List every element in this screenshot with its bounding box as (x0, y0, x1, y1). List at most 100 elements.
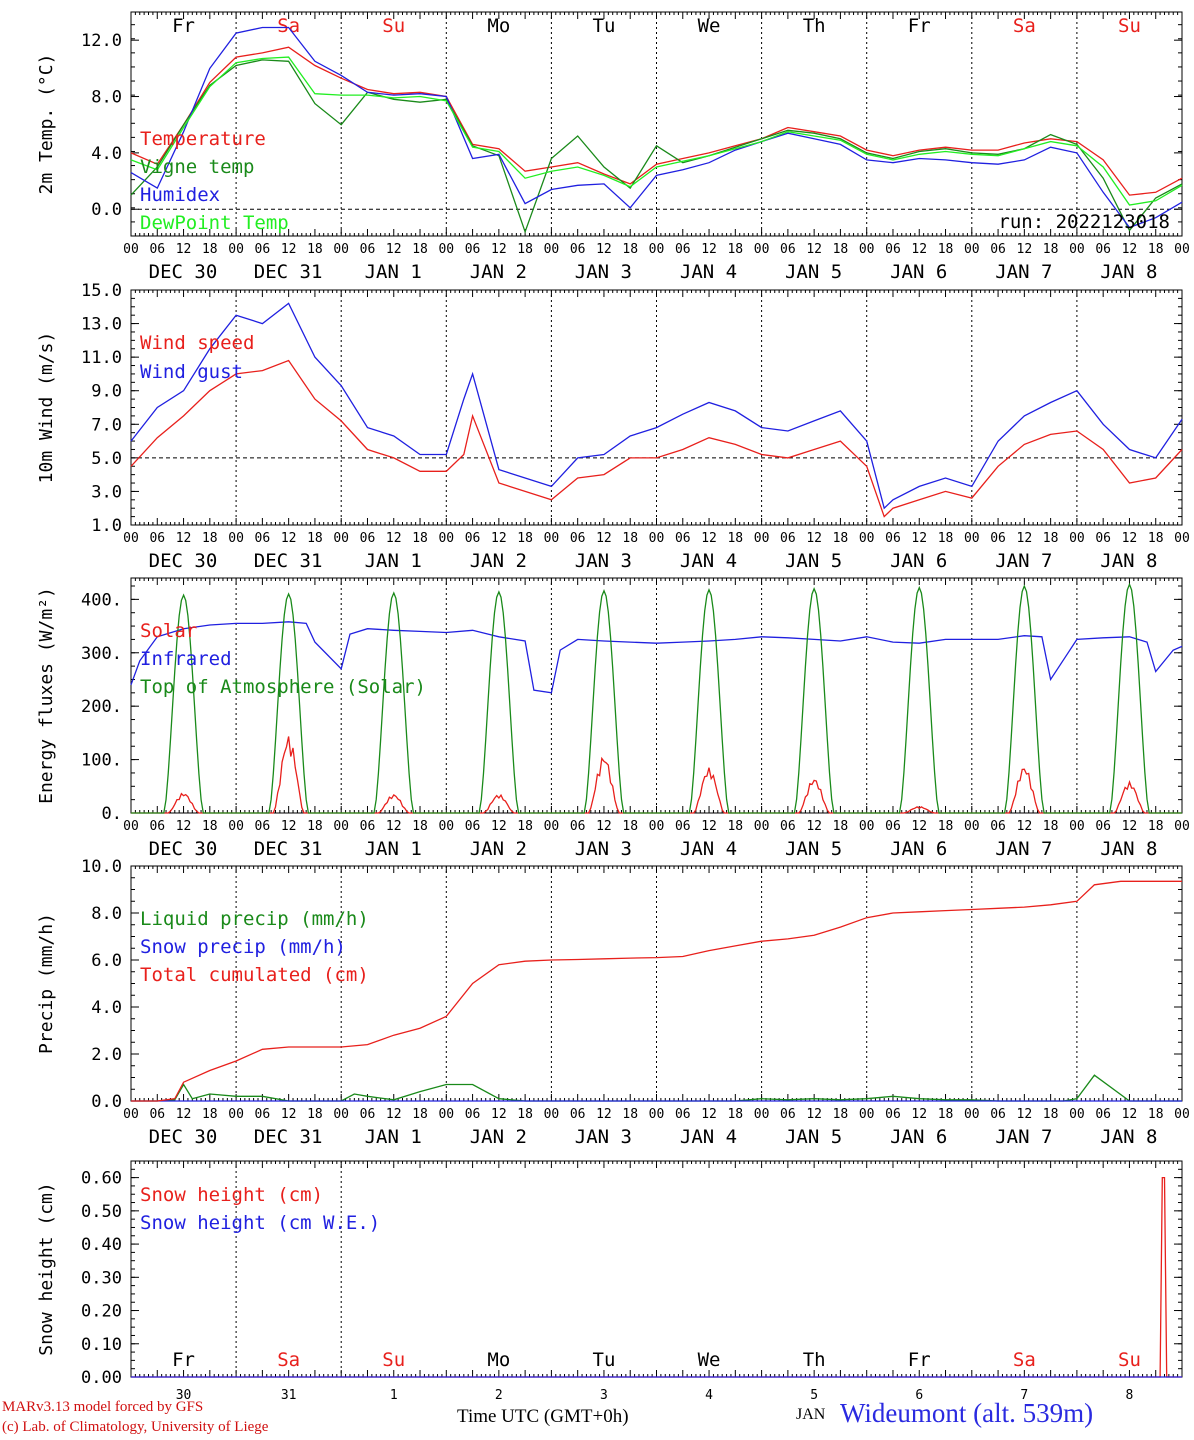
date-label: DEC 31 (254, 550, 323, 572)
hour-label: 00 (1069, 531, 1085, 546)
hour-label: 06 (255, 242, 271, 257)
day-name: Sa (277, 1349, 300, 1371)
hour-label: 12 (281, 1107, 297, 1122)
date-label: JAN 8 (1100, 550, 1157, 572)
legend-entry: Snow height (cm) (140, 1184, 323, 1206)
hour-label: 06 (570, 242, 586, 257)
hour-label: 00 (649, 242, 665, 257)
hour-label: 12 (911, 242, 927, 257)
legend-entry: Temperature (140, 128, 266, 150)
hour-label: 06 (149, 242, 165, 257)
hour-label: 18 (622, 1107, 638, 1122)
hour-label: 00 (228, 531, 244, 546)
hour-label: 18 (1148, 819, 1164, 834)
day-name: Tu (593, 1349, 616, 1371)
hour-label: 06 (255, 1107, 271, 1122)
hour-label: 12 (911, 819, 927, 834)
hour-label: 12 (491, 242, 507, 257)
y-tick-label: 0.30 (81, 1268, 122, 1288)
hour-label: 12 (176, 819, 192, 834)
station-title: Wideumont (alt. 539m) (840, 1398, 1094, 1428)
hour-label: 06 (675, 531, 691, 546)
series-line-wind-speed (130, 359, 1183, 518)
hour-label: 06 (780, 819, 796, 834)
date-label: JAN 2 (470, 838, 527, 860)
y-tick-label: 0.50 (81, 1202, 122, 1222)
y-tick-label: 9.0 (91, 382, 122, 402)
hour-label: 18 (202, 242, 218, 257)
date-label: JAN 8 (1100, 838, 1157, 860)
hour-label: 12 (491, 819, 507, 834)
series-line-top-of-atmosphere-solar (131, 582, 1182, 814)
day-name: Su (382, 15, 405, 37)
day-number: 1 (390, 1388, 398, 1403)
hour-label: 18 (727, 242, 743, 257)
hour-label: 12 (806, 242, 822, 257)
hour-label: 12 (491, 531, 507, 546)
day-name: We (698, 15, 721, 37)
hour-label: 06 (465, 1107, 481, 1122)
y-tick-label: 11.0 (81, 348, 122, 368)
date-label: JAN 4 (680, 1126, 737, 1148)
date-label: DEC 31 (254, 1126, 323, 1148)
hour-label: 12 (596, 242, 612, 257)
hour-label: 00 (964, 819, 980, 834)
day-name: Fr (172, 1349, 195, 1371)
hour-label: 12 (701, 1107, 717, 1122)
series-line-snow-height-cm (131, 1176, 1182, 1378)
y-axis-label: 2m Temp. (°C) (36, 54, 57, 195)
hour-label: 06 (570, 531, 586, 546)
hour-label: 18 (1148, 242, 1164, 257)
hour-label: 06 (1095, 1107, 1111, 1122)
hour-label: 12 (911, 1107, 927, 1122)
hour-label: 18 (1043, 819, 1059, 834)
month-label: JAN (796, 1406, 826, 1423)
hour-label: 00 (649, 819, 665, 834)
y-tick-label: 400. (81, 590, 122, 610)
hour-label: 06 (255, 819, 271, 834)
hour-label: 00 (544, 242, 560, 257)
hour-label: 06 (990, 242, 1006, 257)
series-line-temperature (130, 46, 1183, 196)
date-label: DEC 30 (149, 1126, 218, 1148)
hour-label: 06 (360, 242, 376, 257)
hour-label: 00 (123, 531, 139, 546)
y-tick-label: 8.0 (91, 88, 122, 108)
hour-label: 12 (1017, 242, 1033, 257)
hour-label: 06 (885, 819, 901, 834)
hour-label: 00 (544, 1107, 560, 1122)
y-tick-label: 2.0 (91, 1045, 122, 1065)
hour-label: 06 (675, 242, 691, 257)
y-tick-label: 0.10 (81, 1335, 122, 1355)
hour-label: 00 (964, 531, 980, 546)
hour-label: 18 (727, 819, 743, 834)
hour-label: 18 (938, 1107, 954, 1122)
date-label: JAN 8 (1100, 261, 1157, 283)
hour-label: 18 (1043, 242, 1059, 257)
hour-label: 12 (281, 819, 297, 834)
hour-label: 12 (596, 531, 612, 546)
hour-label: 00 (964, 1107, 980, 1122)
y-tick-label: 10.0 (81, 857, 122, 877)
date-label: JAN 3 (575, 1126, 632, 1148)
hour-label: 06 (780, 531, 796, 546)
hour-label: 12 (701, 819, 717, 834)
y-tick-label: 0.0 (91, 1092, 122, 1112)
hour-label: 12 (806, 531, 822, 546)
hour-label: 18 (938, 819, 954, 834)
date-label: DEC 31 (254, 261, 323, 283)
legend-entry: Humidex (140, 184, 220, 206)
day-name: Tu (593, 15, 616, 37)
legend-entry: Wind speed (140, 332, 254, 354)
hour-label: 18 (307, 819, 323, 834)
hour-label: 06 (360, 531, 376, 546)
hour-label: 12 (1122, 242, 1138, 257)
hour-label: 12 (1122, 531, 1138, 546)
series-line-infrared (130, 621, 1183, 694)
series-line-total-cumulated-cm (131, 880, 1182, 1102)
hour-label: 18 (833, 819, 849, 834)
hour-label: 12 (386, 819, 402, 834)
hour-label: 18 (622, 819, 638, 834)
hour-label: 18 (202, 531, 218, 546)
date-label: JAN 2 (470, 550, 527, 572)
